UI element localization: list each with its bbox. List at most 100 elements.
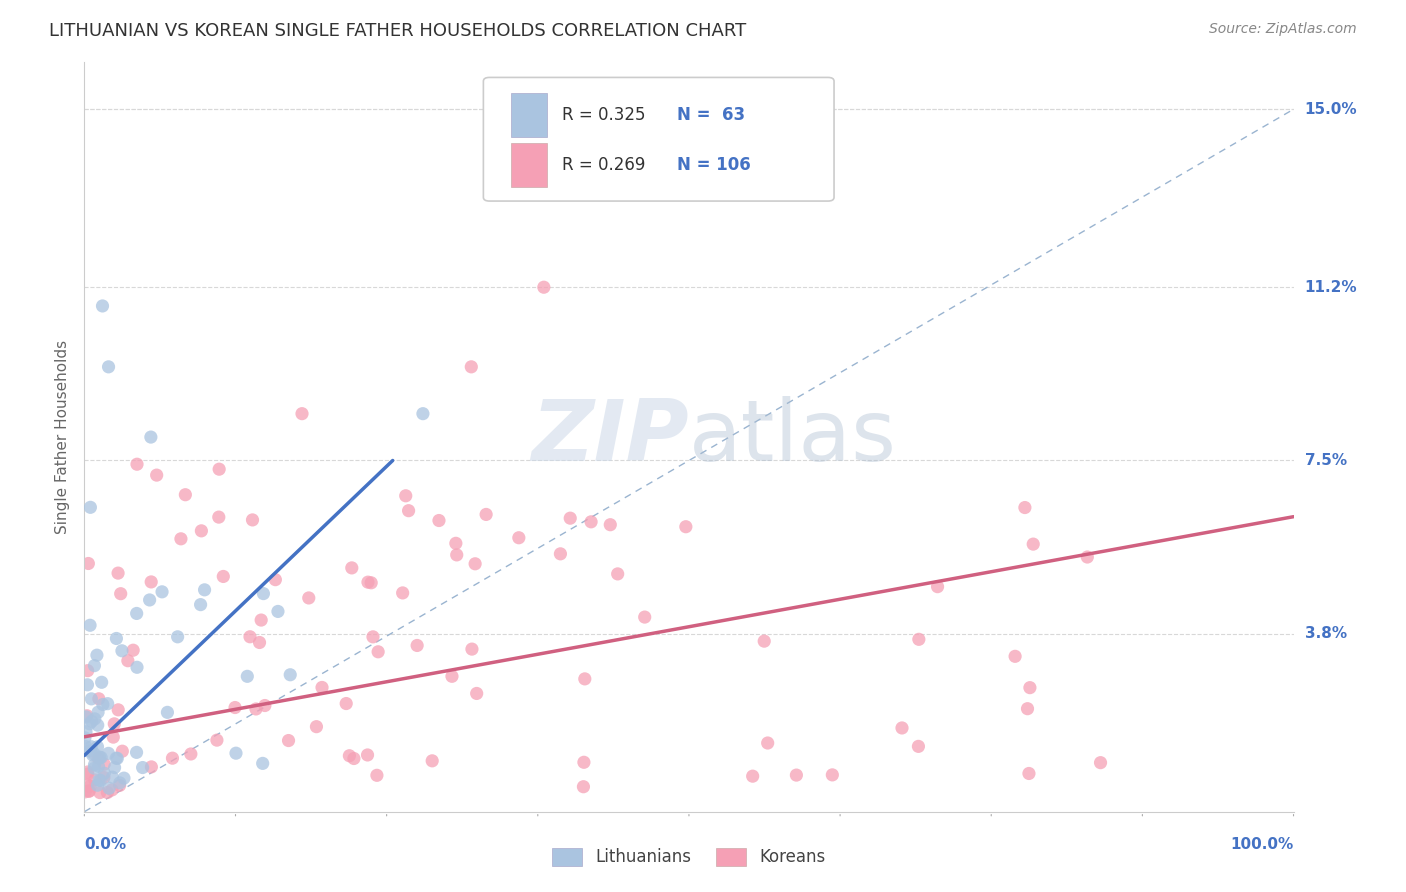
Point: [190, 524, 212, 538]
Point: [475, 508, 498, 522]
Point: [125, 457, 148, 471]
Point: [461, 642, 484, 657]
Point: [76, 708, 98, 723]
Text: Source: ZipAtlas.com: Source: ZipAtlas.com: [1209, 22, 1357, 37]
Point: [236, 669, 259, 683]
Point: [80, 691, 103, 706]
Point: [84, 772, 107, 787]
Point: [239, 630, 262, 644]
Point: [75, 710, 97, 724]
Point: [212, 569, 235, 583]
Point: [907, 739, 929, 754]
Point: [908, 632, 931, 647]
Point: [86, 648, 108, 663]
Point: [599, 517, 621, 532]
Point: [108, 778, 131, 792]
Point: [675, 519, 697, 533]
Point: [105, 751, 128, 765]
Point: [77, 557, 100, 571]
Point: [76, 678, 98, 692]
Text: R = 0.325: R = 0.325: [562, 106, 645, 124]
Y-axis label: Single Father Households: Single Father Households: [55, 340, 70, 534]
Point: [79, 500, 101, 515]
Point: [170, 532, 193, 546]
Point: [103, 760, 125, 774]
Point: [80, 739, 103, 754]
Point: [82, 747, 104, 762]
Point: [111, 644, 134, 658]
Point: [367, 645, 389, 659]
Text: atlas: atlas: [689, 395, 897, 479]
Point: [93, 757, 115, 772]
Point: [335, 697, 357, 711]
Point: [391, 586, 413, 600]
Point: [891, 721, 914, 735]
Point: [89, 786, 111, 800]
Text: R = 0.269: R = 0.269: [562, 156, 645, 174]
Point: [572, 756, 595, 770]
Point: [139, 430, 162, 444]
Point: [193, 582, 215, 597]
Point: [398, 504, 420, 518]
Point: [446, 548, 468, 562]
Point: [138, 593, 160, 607]
Point: [245, 702, 267, 716]
Point: [83, 761, 105, 775]
Text: 0.0%: 0.0%: [84, 837, 127, 852]
Point: [111, 744, 134, 758]
Point: [117, 654, 139, 668]
Point: [150, 584, 173, 599]
Point: [75, 724, 97, 739]
Point: [291, 407, 314, 421]
Point: [465, 686, 488, 700]
Point: [756, 736, 779, 750]
Point: [141, 760, 163, 774]
Point: [337, 748, 360, 763]
Point: [361, 630, 384, 644]
Point: [86, 778, 108, 792]
Text: 100.0%: 100.0%: [1230, 837, 1294, 852]
Point: [93, 771, 115, 785]
Point: [87, 691, 110, 706]
Point: [79, 716, 101, 731]
Point: [83, 658, 105, 673]
Point: [96, 785, 118, 799]
Point: [141, 574, 163, 589]
Point: [264, 573, 287, 587]
Point: [249, 635, 271, 649]
Point: [1090, 756, 1112, 770]
Point: [412, 407, 434, 421]
Point: [145, 468, 167, 483]
Point: [253, 698, 276, 713]
Point: [208, 510, 231, 524]
Point: [90, 675, 112, 690]
Point: [208, 462, 231, 476]
Point: [1019, 681, 1042, 695]
Point: [101, 783, 124, 797]
Point: [1018, 766, 1040, 780]
Point: [311, 681, 333, 695]
Point: [73, 785, 96, 799]
Point: [572, 780, 595, 794]
Point: [242, 513, 264, 527]
Point: [250, 613, 273, 627]
Text: LITHUANIAN VS KOREAN SINGLE FATHER HOUSEHOLDS CORRELATION CHART: LITHUANIAN VS KOREAN SINGLE FATHER HOUSE…: [49, 22, 747, 40]
Point: [927, 580, 949, 594]
Point: [89, 773, 111, 788]
Point: [103, 730, 125, 744]
Point: [77, 784, 100, 798]
Point: [205, 733, 228, 747]
Point: [103, 717, 125, 731]
Point: [366, 768, 388, 782]
Point: [550, 547, 572, 561]
Point: [89, 750, 111, 764]
Text: ZIP: ZIP: [531, 395, 689, 479]
Point: [406, 639, 429, 653]
Point: [1014, 500, 1036, 515]
Point: [1076, 549, 1098, 564]
Point: [252, 586, 274, 600]
Point: [76, 664, 98, 678]
Point: [1022, 537, 1045, 551]
Point: [754, 634, 776, 648]
Point: [87, 705, 110, 719]
